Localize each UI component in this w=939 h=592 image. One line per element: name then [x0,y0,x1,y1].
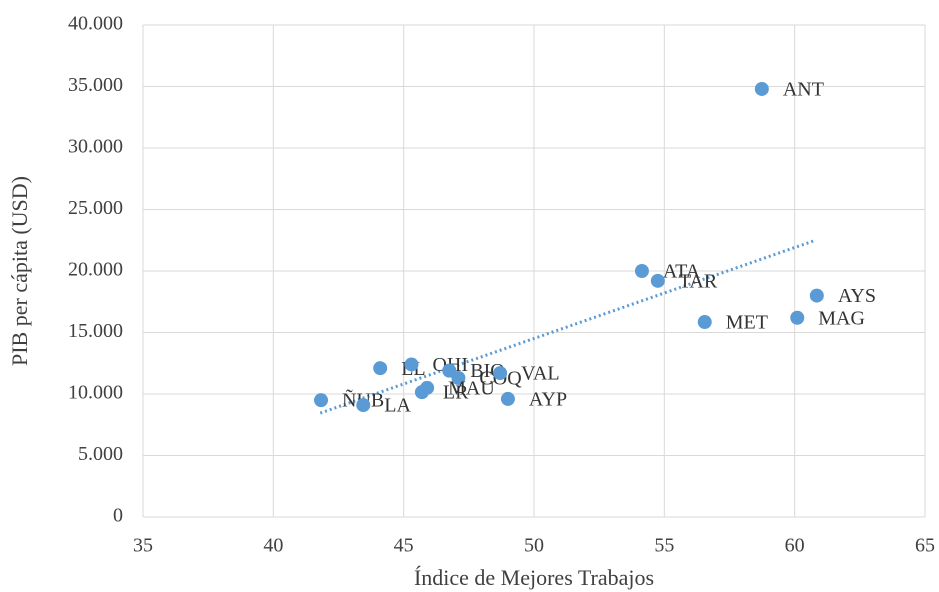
y-tick-label: 30.000 [68,136,123,158]
point [754,81,769,96]
y-tick-label: 40.000 [68,13,123,35]
point [314,393,329,408]
point-label: ANT [783,79,824,101]
x-tick-label: 60 [785,535,805,557]
point-label: AYS [838,285,876,307]
point [451,371,466,386]
point-label: LR [443,382,469,404]
y-tick-label: 15.000 [68,320,123,342]
point [493,366,508,381]
y-axis-title: PIB per cápita (USD) [7,176,32,366]
y-tick-label: 0 [113,505,123,527]
point-label: VAL [521,363,560,385]
point [697,315,712,330]
point [500,391,515,406]
point-label: MET [726,312,768,334]
x-tick-label: 35 [133,535,153,557]
y-tick-label: 5.000 [78,443,123,465]
point-label: MAG [818,307,865,329]
point-label: ATA [663,261,701,283]
x-tick-label: 40 [263,535,283,557]
x-tick-label: 55 [654,535,674,557]
x-tick-label: 50 [524,535,544,557]
point [790,310,805,325]
y-tick-label: 20.000 [68,259,123,281]
x-tick-label: 65 [915,535,935,557]
point-label: AYP [529,389,567,411]
point [373,361,388,376]
point [809,288,824,303]
point-label: TAR [679,270,718,292]
point [404,357,419,372]
y-tick-label: 35.000 [68,74,123,96]
point-label: MAU [448,377,495,399]
point-label: LA [384,395,411,417]
point [650,273,665,288]
x-tick-label: 45 [394,535,414,557]
point [414,385,429,400]
point [356,398,371,413]
y-tick-label: 25.000 [68,197,123,219]
point [634,264,649,278]
x-axis-title: Índice de Mejores Trabajos [414,565,654,590]
y-tick-label: 10.000 [68,382,123,404]
